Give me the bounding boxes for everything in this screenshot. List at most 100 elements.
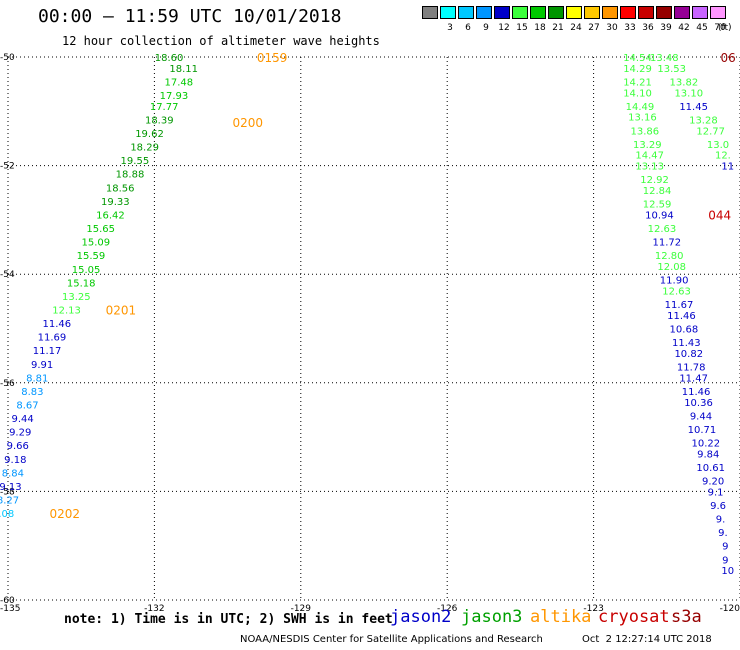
- swh-value-label: 10.71: [688, 425, 717, 436]
- swh-value-label: 18.88: [116, 170, 145, 181]
- swh-value-label: 13.10: [674, 88, 703, 99]
- credit-line: NOAA/NESDIS Center for Satellite Applica…: [240, 634, 543, 645]
- colorbar-label: 36: [642, 23, 654, 33]
- time-label: 0200: [232, 116, 263, 130]
- swh-value-label: 14.21: [623, 77, 652, 88]
- swh-value-label: 9.: [716, 515, 726, 526]
- satellite-legend-jason2: jason2: [390, 607, 452, 627]
- colorbar-label: 30: [606, 23, 618, 33]
- colorbar-swatch: [692, 6, 708, 19]
- colorbar-label: 24: [570, 23, 582, 33]
- swh-value-label: 11.17: [33, 346, 62, 357]
- swh-value-label: 9.66: [7, 441, 29, 452]
- colorbar-swatch: [710, 6, 726, 19]
- swh-value-label: 13.25: [62, 292, 91, 303]
- swh-value-label: 18.56: [106, 183, 135, 194]
- swh-value-label: 8.81: [26, 373, 48, 384]
- swh-value-label: 11.46: [42, 319, 71, 330]
- swh-value-label: 12.84: [643, 186, 672, 197]
- swh-value-label: 14.47: [635, 151, 664, 162]
- swh-value-label: 13.82: [670, 77, 699, 88]
- lon-tick-label: -120: [720, 604, 740, 614]
- lat-tick-label: -54: [0, 270, 15, 280]
- colorbar-swatch: [620, 6, 636, 19]
- swh-value-label: 14.54: [623, 53, 652, 64]
- swh-value-label: 12.92: [640, 175, 669, 186]
- lat-tick-label: -56: [0, 379, 15, 389]
- generated-timestamp: Oct 2 12:27:14 UTC 2018: [582, 634, 712, 645]
- swh-value-label: 11.47: [679, 373, 708, 384]
- lon-tick-label: -129: [291, 604, 312, 614]
- swh-value-label: 9.20: [702, 477, 724, 488]
- lon-tick-label: -123: [583, 604, 603, 614]
- swh-value-label: 10.22: [692, 439, 721, 450]
- axis-tick-labels: -135 -132 -129 -126 -123 -120 -50 -52 -54 -56 -58 -…: [0, 53, 740, 614]
- colorbar-swatch: [584, 6, 600, 19]
- swh-value-label: 12.13: [52, 305, 81, 316]
- colorbar-label: 18: [534, 23, 546, 33]
- swh-value-label: 9.13: [0, 482, 22, 493]
- swh-value-label: 11.78: [677, 363, 706, 374]
- colorbar-unit: (ft): [718, 23, 732, 33]
- colorbar-label: 6: [465, 23, 471, 33]
- swh-value-label: 15.18: [67, 278, 96, 289]
- swh-value-label: 14.29: [623, 64, 652, 75]
- swh-value-label: 9.44: [690, 411, 712, 422]
- time-label: 0201: [106, 303, 137, 317]
- swh-value-label: 15.09: [82, 238, 111, 249]
- swh-value-label: 11.43: [672, 338, 701, 349]
- colorbar-label: 9: [483, 23, 489, 33]
- colorbar-swatch: [656, 6, 672, 19]
- swh-value-label: 18.39: [145, 115, 174, 126]
- swh-value-label: 10: [721, 566, 734, 577]
- colorbar-swatch: [602, 6, 618, 19]
- swh-value-label: 12.77: [696, 126, 725, 137]
- colorbar-label: 15: [516, 23, 528, 33]
- colorbar-label: 33: [624, 23, 636, 33]
- swh-value-label: 9.29: [9, 428, 31, 439]
- swh-value-label: 9.84: [697, 449, 719, 460]
- swh-value-label: 10.68: [670, 325, 699, 336]
- colorbar-swatch: [476, 6, 492, 19]
- swh-value-label: 11.45: [679, 102, 708, 113]
- swh-value-label: 10.82: [674, 349, 703, 360]
- swh-value-label: 17.48: [164, 77, 193, 88]
- swh-value-label: 11.46: [667, 311, 696, 322]
- swh-value-label: 12.63: [662, 286, 691, 297]
- swh-value-label: 12.: [715, 151, 731, 162]
- swh-value-label: 11: [721, 162, 734, 173]
- colorbar-label: 70: [714, 23, 726, 33]
- swh-value-label: 8.67: [16, 401, 38, 412]
- satellite-legend-altika: altika: [530, 607, 592, 627]
- colorbar-swatch: [638, 6, 654, 19]
- colorbar-swatch: [548, 6, 564, 19]
- swh-value-label: 13.28: [689, 115, 718, 126]
- swh-value-label: 9.18: [4, 455, 26, 466]
- time-label: 0159: [257, 51, 288, 65]
- colorbar-swatch: [530, 6, 546, 19]
- colorbar-label: 12: [498, 23, 510, 33]
- swh-value-label: 9.1: [708, 487, 724, 498]
- swh-value-label: 14.49: [626, 102, 655, 113]
- satellite-legend-s3a: s3a: [671, 607, 702, 627]
- swh-value-label: 12.08: [657, 262, 686, 273]
- swh-value-label: 12.59: [643, 200, 672, 211]
- time-labels: 0159 0200 0201 0202 06 044: [49, 51, 735, 521]
- swh-value-label: 8.27: [0, 496, 19, 507]
- units-note: note: 1) Time is in UTC; 2) SWH is in fe…: [64, 612, 393, 627]
- colorbar-swatch: [422, 6, 438, 19]
- swh-value-label: 9.: [718, 528, 728, 539]
- colorbar-swatch: [458, 6, 474, 19]
- swh-value-label: 13.13: [635, 162, 664, 173]
- colorbar-swatch: [674, 6, 690, 19]
- swh-value-label: 10.36: [684, 398, 713, 409]
- satellite-legend-jason3: jason3: [461, 607, 523, 627]
- swh-value-label: 13.48: [650, 53, 679, 64]
- swh-value-label: 9.44: [12, 414, 34, 425]
- swh-value-label: 9.6: [710, 501, 726, 512]
- time-label: 0202: [49, 507, 80, 521]
- swh-value-label: 11.72: [652, 238, 681, 249]
